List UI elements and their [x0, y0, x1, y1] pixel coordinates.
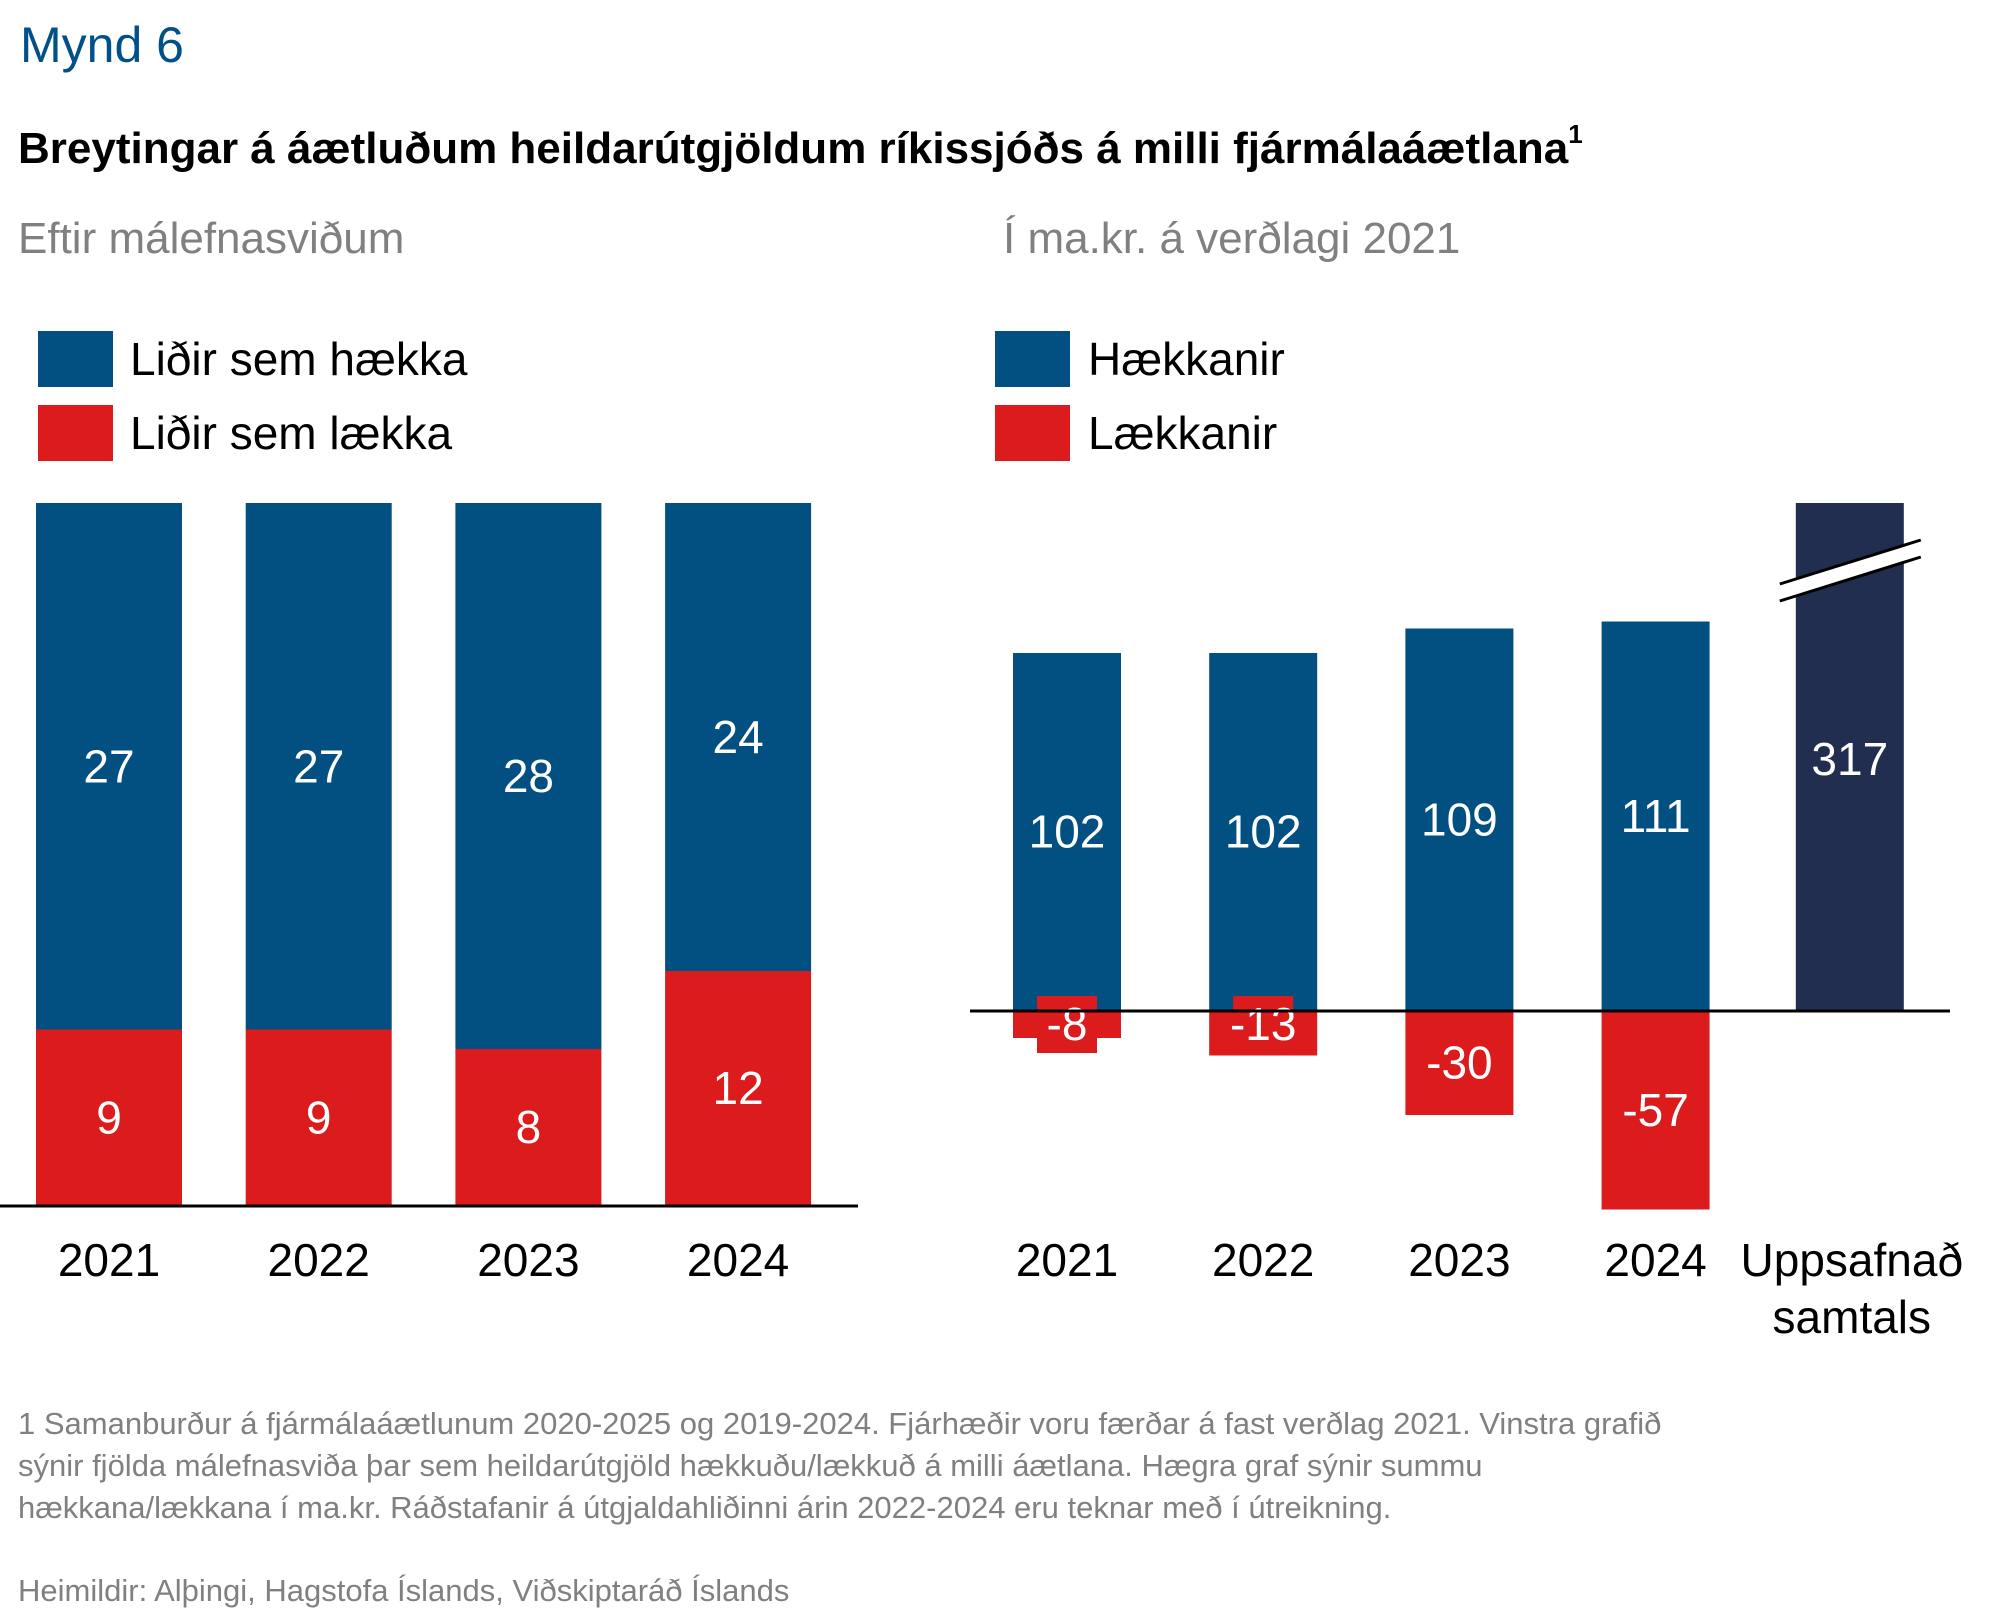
- figure-label: Mynd 6: [20, 17, 184, 73]
- data-label-laekkanir: -8: [1047, 998, 1088, 1050]
- axis-break-line: [1779, 555, 1922, 603]
- x-tick-label: Uppsafnað: [1741, 1234, 1964, 1286]
- left-x-tick-labels: 2021 2022 2023 2024: [58, 1234, 789, 1286]
- left-legend: Liðir sem hækka Liðir sem lækka: [38, 331, 468, 461]
- legend-swatch-haekkanir: [995, 331, 1070, 387]
- data-label-laekkanir: -57: [1622, 1084, 1688, 1136]
- data-label-laekkanir: -30: [1426, 1037, 1492, 1089]
- bar-decrease-2022: [245, 1029, 392, 1205]
- data-label-decrease: 9: [306, 1091, 332, 1143]
- bar-laekkanir-2023: [1405, 1010, 1514, 1115]
- chart-title-text: Breytingar á áætluðum heildarútgjöldum r…: [18, 124, 1569, 173]
- bar-increase-2024: [665, 503, 812, 971]
- axis-break-gap: [1779, 540, 1921, 600]
- bar-decrease-2023: [455, 1049, 602, 1205]
- data-label-increase: 27: [293, 740, 344, 792]
- footnote-line: hækkana/lækkana í ma.kr. Ráðstafanir á ú…: [18, 1490, 1391, 1525]
- x-tick-label: 2023: [1408, 1234, 1510, 1286]
- bar-haekkanir-2022: [1209, 653, 1318, 1010]
- x-tick-label: samtals: [1773, 1291, 1931, 1343]
- x-tick-label: 2024: [687, 1234, 789, 1286]
- title-footnote-marker: 1: [1568, 119, 1582, 149]
- data-label-decrease: 9: [96, 1091, 122, 1143]
- data-label-background: [1233, 996, 1294, 1053]
- bar-decrease-2024: [665, 971, 812, 1205]
- x-tick-label: 2023: [477, 1234, 579, 1286]
- footnote: 1 Samanburður á fjármálaáætlunum 2020-20…: [18, 1406, 1661, 1608]
- data-label-background: [1037, 996, 1097, 1053]
- axis-break-line: [1779, 538, 1922, 586]
- bar-haekkanir-2023: [1405, 628, 1514, 1010]
- source-note: Heimildir: Alþingi, Hagstofa Íslands, Vi…: [18, 1573, 789, 1608]
- bar-increase-2021: [36, 503, 182, 1030]
- data-label-laekkanir: -13: [1230, 998, 1296, 1050]
- left-chart: Eftir málefnasviðum Liðir sem hækka Liði…: [0, 214, 858, 1286]
- bar-decrease-2021: [36, 1029, 182, 1205]
- legend-swatch-increase: [38, 331, 113, 387]
- right-legend: Hækkanir Lækkanir: [995, 331, 1285, 461]
- legend-label-haekkanir: Hækkanir: [1088, 333, 1285, 385]
- x-tick-label: 2021: [58, 1234, 160, 1286]
- chart-title: Breytingar á áætluðum heildarútgjöldum r…: [18, 119, 1583, 173]
- right-bars: 102 -8 102 -13 109 -30 111 -57 317: [1013, 503, 1922, 1210]
- x-tick-label: 2021: [1016, 1234, 1118, 1286]
- data-label-haekkanir: 109: [1421, 793, 1498, 845]
- left-subtitle: Eftir málefnasviðum: [18, 214, 404, 263]
- data-label-haekkanir: 102: [1029, 806, 1106, 858]
- bar-haekkanir-2024: [1601, 621, 1710, 1010]
- legend-swatch-laekkanir: [995, 405, 1070, 461]
- bar-haekkanir-2021: [1013, 653, 1121, 1010]
- legend-label-increase: Liðir sem hækka: [130, 333, 468, 385]
- footnote-line: sýnir fjölda málefnasviða þar sem heilda…: [18, 1448, 1483, 1483]
- data-label-haekkanir: 102: [1225, 806, 1302, 858]
- bar-increase-2022: [245, 503, 392, 1030]
- data-label-increase: 24: [713, 711, 764, 763]
- bar-increase-2023: [455, 503, 602, 1049]
- x-tick-label: 2022: [1212, 1234, 1314, 1286]
- data-label-total: 317: [1811, 733, 1888, 785]
- data-label-increase: 27: [83, 740, 134, 792]
- legend-label-laekkanir: Lækkanir: [1088, 407, 1277, 459]
- right-chart: Í ma.kr. á verðlagi 2021 Hækkanir Lækkan…: [970, 214, 1963, 1343]
- data-label-decrease: 12: [713, 1062, 764, 1114]
- data-label-decrease: 8: [516, 1101, 542, 1153]
- right-subtitle: Í ma.kr. á verðlagi 2021: [1003, 214, 1460, 263]
- legend-label-decrease: Liðir sem lækka: [130, 407, 453, 459]
- footnote-line: 1 Samanburður á fjármálaáætlunum 2020-20…: [18, 1406, 1661, 1441]
- legend-swatch-decrease: [38, 405, 113, 461]
- bar-laekkanir-2024: [1601, 1010, 1710, 1210]
- left-bars: 9 27 9 27 8 28 12 24: [36, 503, 812, 1205]
- x-tick-label: 2022: [268, 1234, 370, 1286]
- data-label-haekkanir: 111: [1621, 790, 1691, 842]
- x-tick-label: 2024: [1604, 1234, 1706, 1286]
- data-label-increase: 28: [503, 750, 554, 802]
